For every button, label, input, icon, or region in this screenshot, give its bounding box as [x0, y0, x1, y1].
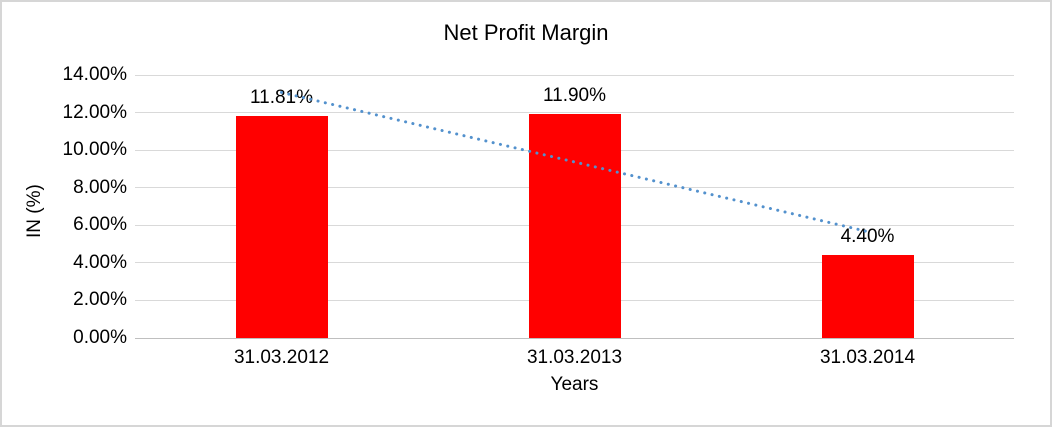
x-tick-label-31.03.2014: 31.03.2014 [819, 347, 916, 368]
y-tick-label-12.00%: 12.00% [62, 101, 127, 123]
x-tick-label-31.03.2012: 31.03.2012 [233, 347, 330, 368]
gridline-12.00% [135, 112, 1014, 114]
gridline-14.00% [135, 74, 1014, 76]
gridline-0.00% [135, 337, 1014, 339]
y-tick-label-10.00%: 10.00% [62, 139, 127, 161]
x-axis-title: Years [550, 374, 599, 395]
y-tick-label-8.00%: 8.00% [73, 176, 127, 198]
bar-31.03.2012 [235, 116, 328, 338]
bar-value-label-31.03.2014: 4.40% [840, 226, 895, 248]
x-tick-label-31.03.2013: 31.03.2013 [526, 347, 623, 368]
y-tick-label-14.00%: 14.00% [62, 64, 127, 85]
bar-value-label-31.03.2013: 11.90% [542, 85, 607, 107]
bar-31.03.2014 [821, 255, 914, 338]
bar-value-label-31.03.2012: 11.81% [249, 87, 314, 109]
y-tick-label-4.00%: 4.00% [73, 251, 127, 273]
y-tick-label-0.00%: 0.00% [73, 327, 127, 348]
y-tick-label-6.00%: 6.00% [73, 214, 127, 236]
y-tick-label-2.00%: 2.00% [73, 289, 127, 311]
chart-title: Net Profit Margin [443, 20, 609, 45]
bar-31.03.2013 [528, 114, 621, 338]
